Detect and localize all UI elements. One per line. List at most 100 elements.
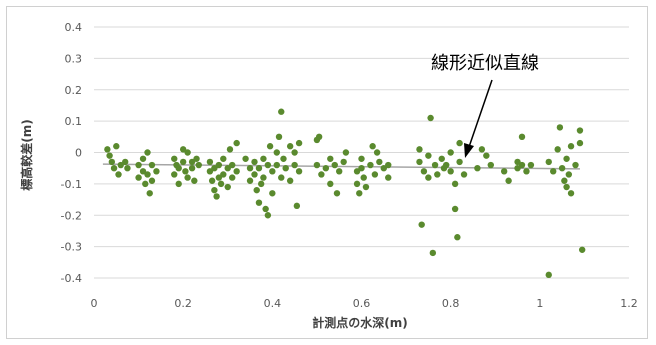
- data-point: [146, 190, 153, 197]
- data-point: [255, 199, 263, 206]
- data-point: [416, 146, 423, 153]
- data-point: [246, 164, 254, 172]
- y-tick-label: 0.3: [65, 52, 83, 65]
- data-point: [545, 158, 552, 166]
- data-point: [460, 171, 468, 178]
- data-point: [371, 171, 379, 178]
- y-tick-label: 0.4: [65, 21, 83, 34]
- data-point: [224, 183, 231, 191]
- x-tick-label: 0.8: [442, 297, 460, 310]
- data-point: [567, 190, 575, 197]
- data-point: [153, 168, 160, 175]
- data-point: [451, 180, 459, 188]
- data-point: [142, 180, 149, 188]
- y-tick-label: -0.4: [61, 272, 82, 285]
- data-point: [451, 205, 459, 213]
- data-point: [563, 183, 570, 191]
- data-point: [188, 164, 196, 172]
- data-point: [527, 161, 535, 169]
- data-point: [184, 149, 191, 156]
- data-point: [322, 164, 330, 172]
- data-point: [474, 164, 481, 172]
- data-point: [554, 146, 561, 153]
- data-point: [193, 155, 200, 162]
- data-point: [369, 143, 376, 150]
- data-point: [278, 174, 285, 181]
- data-point: [327, 180, 334, 188]
- data-point: [362, 183, 370, 191]
- data-point: [576, 127, 584, 134]
- data-point: [213, 193, 220, 200]
- data-point: [110, 164, 118, 172]
- y-tick-label: 0.2: [65, 84, 83, 97]
- x-tick-label: 0.6: [353, 297, 371, 310]
- data-point: [148, 161, 156, 169]
- data-point: [175, 164, 182, 172]
- data-point: [104, 146, 111, 153]
- data-point: [523, 168, 530, 175]
- data-point: [380, 164, 387, 172]
- data-point: [191, 177, 198, 184]
- data-point: [282, 164, 289, 172]
- x-tick-label: 1: [536, 297, 543, 310]
- data-point: [135, 174, 142, 181]
- data-point: [376, 158, 383, 166]
- data-point: [211, 164, 218, 172]
- data-point: [264, 212, 272, 219]
- data-point: [353, 168, 361, 175]
- data-point: [264, 161, 272, 169]
- data-point: [251, 171, 258, 178]
- data-point: [418, 221, 425, 228]
- data-point: [550, 168, 557, 175]
- data-point: [331, 161, 338, 169]
- data-point: [215, 174, 223, 181]
- data-point: [124, 164, 131, 172]
- data-point: [273, 161, 280, 169]
- data-point: [260, 174, 267, 181]
- data-point: [545, 271, 552, 279]
- data-point: [336, 168, 343, 175]
- data-point: [358, 164, 365, 172]
- data-point: [269, 168, 276, 175]
- data-point: [275, 133, 283, 141]
- data-point: [206, 158, 214, 166]
- data-point: [567, 143, 575, 150]
- data-point: [353, 180, 361, 188]
- data-point: [184, 174, 191, 181]
- y-tick-labels: 0.4 0.3 0.2 0.1 0 -0.1 -0.2 -0.3 -0.4: [61, 21, 82, 285]
- data-point: [269, 190, 276, 197]
- data-point: [367, 161, 374, 169]
- annotation-arrow: [464, 79, 493, 158]
- data-point: [139, 155, 147, 162]
- data-point: [179, 146, 187, 153]
- x-tick-labels: 0 0.2 0.4 0.6 0.8 1 1.2: [91, 297, 638, 310]
- data-point: [576, 139, 584, 147]
- data-point: [293, 202, 301, 210]
- data-point: [144, 171, 151, 178]
- data-point: [175, 180, 182, 188]
- data-point: [373, 149, 381, 156]
- x-tick-label: 1.2: [620, 297, 638, 310]
- data-point: [253, 186, 260, 194]
- data-point: [211, 186, 218, 194]
- data-point: [360, 174, 367, 181]
- x-tick-label: 0.2: [174, 297, 192, 310]
- data-point: [266, 143, 274, 150]
- data-point: [565, 171, 573, 178]
- data-point: [438, 155, 445, 162]
- data-point: [278, 108, 285, 115]
- y-tick-label: 0.1: [65, 115, 83, 128]
- data-point: [233, 139, 240, 147]
- data-point: [327, 155, 334, 162]
- data-point: [561, 177, 568, 184]
- data-point: [456, 139, 463, 147]
- data-point: [188, 158, 196, 166]
- data-point: [487, 161, 494, 169]
- data-point: [385, 161, 392, 169]
- data-point: [291, 161, 298, 169]
- y-tick-label: 0: [75, 147, 82, 160]
- data-point: [318, 171, 325, 178]
- data-point: [431, 161, 439, 169]
- data-point: [429, 249, 437, 257]
- chart-area: 0.4 0.3 0.2 0.1 0 -0.1 -0.2 -0.3 -0.4 0 0.2 0.4 0.6…: [6, 6, 648, 339]
